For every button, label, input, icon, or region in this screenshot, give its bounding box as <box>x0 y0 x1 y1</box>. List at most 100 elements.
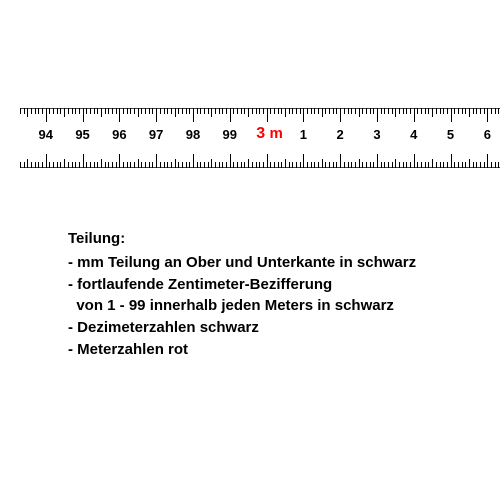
tick-top <box>171 108 172 114</box>
cm-label: 2 <box>337 127 344 142</box>
tick-bottom <box>406 162 407 168</box>
tick-top <box>344 108 345 114</box>
tick-bottom <box>42 162 43 168</box>
tick-top <box>285 108 286 117</box>
tick-bottom <box>259 162 260 168</box>
tick-bottom <box>465 162 466 168</box>
description-line: - Dezimeterzahlen schwarz <box>68 317 416 339</box>
tick-bottom <box>244 162 245 168</box>
tick-bottom <box>362 162 363 168</box>
tick-bottom <box>428 162 429 168</box>
tick-bottom <box>318 162 319 168</box>
cm-label: 3 <box>373 127 380 142</box>
tick-top <box>443 108 444 114</box>
tick-bottom <box>116 162 117 168</box>
tick-top <box>215 108 216 114</box>
tick-bottom <box>303 154 304 168</box>
tick-top <box>476 108 477 114</box>
tick-bottom <box>241 162 242 168</box>
tick-bottom <box>436 162 437 168</box>
tick-top <box>134 108 135 114</box>
tick-top <box>336 108 337 114</box>
tick-top <box>57 108 58 114</box>
tick-top <box>248 108 249 117</box>
tick-top <box>46 108 47 122</box>
tick-top <box>289 108 290 114</box>
tick-bottom <box>97 162 98 168</box>
tick-top <box>119 108 120 122</box>
tick-top <box>281 108 282 114</box>
tick-top <box>160 108 161 114</box>
tick-top <box>200 108 201 114</box>
tick-bottom <box>285 159 286 168</box>
tick-bottom <box>197 162 198 168</box>
tick-bottom <box>127 162 128 168</box>
tick-bottom <box>447 162 448 168</box>
tick-top <box>447 108 448 114</box>
tick-top <box>417 108 418 114</box>
tick-top <box>219 108 220 114</box>
tick-bottom <box>311 162 312 168</box>
description-line: von 1 - 99 innerhalb jeden Meters in sch… <box>68 295 416 317</box>
tick-bottom <box>451 154 452 168</box>
tick-bottom <box>355 162 356 168</box>
tick-bottom <box>160 162 161 168</box>
tick-top <box>462 108 463 114</box>
tick-bottom <box>57 162 58 168</box>
tick-bottom <box>130 162 131 168</box>
tick-top <box>138 108 139 117</box>
tick-bottom <box>222 162 223 168</box>
meter-label: 3 m <box>256 125 283 143</box>
tick-top <box>156 108 157 122</box>
tick-top <box>340 108 341 122</box>
tick-top <box>79 108 80 114</box>
tick-top <box>267 108 268 122</box>
tick-bottom <box>370 162 371 168</box>
tick-top <box>189 108 190 114</box>
tick-bottom <box>101 159 102 168</box>
tick-top <box>322 108 323 117</box>
tick-bottom <box>149 162 150 168</box>
tick-top <box>454 108 455 114</box>
tick-bottom <box>20 162 21 168</box>
tick-bottom <box>366 162 367 168</box>
tick-top <box>480 108 481 114</box>
tick-top <box>263 108 264 114</box>
tick-top <box>292 108 293 114</box>
tick-bottom <box>64 159 65 168</box>
tick-bottom <box>399 162 400 168</box>
tick-top <box>403 108 404 114</box>
tick-bottom <box>27 159 28 168</box>
tick-top <box>60 108 61 114</box>
tick-top <box>329 108 330 114</box>
tick-bottom <box>454 162 455 168</box>
tick-bottom <box>167 162 168 168</box>
description-line: - Meterzahlen rot <box>68 339 416 361</box>
tick-top <box>300 108 301 114</box>
tick-bottom <box>219 162 220 168</box>
tick-top <box>182 108 183 114</box>
cm-label: 97 <box>149 127 163 142</box>
tick-top <box>211 108 212 117</box>
tick-bottom <box>31 162 32 168</box>
tick-top <box>296 108 297 114</box>
tick-top <box>233 108 234 114</box>
tick-top <box>395 108 396 117</box>
tick-top <box>274 108 275 114</box>
tick-top <box>97 108 98 114</box>
tick-top <box>370 108 371 114</box>
tick-bottom <box>296 162 297 168</box>
tick-top <box>388 108 389 114</box>
tick-bottom <box>307 162 308 168</box>
description-block: Teilung: - mm Teilung an Ober und Unterk… <box>68 228 416 361</box>
tick-top <box>105 108 106 114</box>
tick-top <box>318 108 319 114</box>
description-line: - mm Teilung an Ober und Unterkante in s… <box>68 252 416 274</box>
tick-bottom <box>344 162 345 168</box>
tick-bottom <box>300 162 301 168</box>
tick-top <box>193 108 194 122</box>
cm-label: 94 <box>39 127 53 142</box>
tick-bottom <box>480 162 481 168</box>
tick-bottom <box>469 159 470 168</box>
tick-top <box>35 108 36 114</box>
